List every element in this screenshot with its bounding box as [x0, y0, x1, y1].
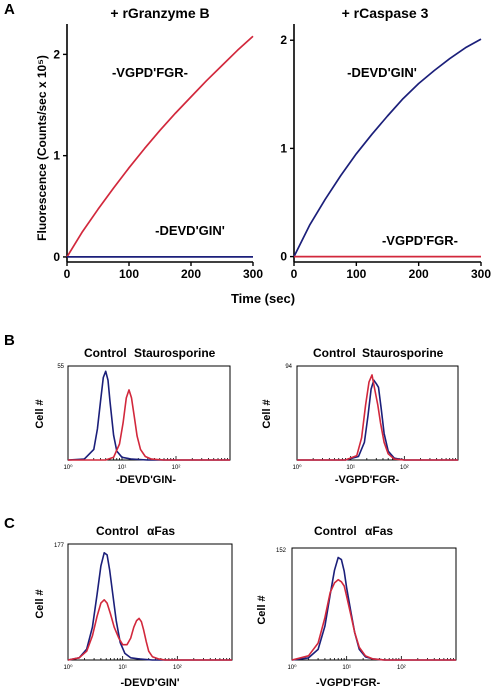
x-tick-label: 10¹ [118, 465, 127, 471]
x-tick-label: 10¹ [118, 665, 127, 671]
x-axis-label: -VGPD'FGR- [335, 474, 400, 486]
chart-granzyme: + rGranzyme B Fluorescence (Counts/sec x… [35, 5, 263, 281]
legend-treatment: αFas [147, 524, 175, 538]
y-axis-label: Cell # [261, 399, 273, 428]
x-tick-label: 10² [173, 665, 182, 671]
series-line-blue [67, 552, 232, 661]
legend-control: Control [313, 346, 356, 360]
legend-treatment: αFas [365, 524, 393, 538]
y-tick-label: 2 [280, 33, 287, 47]
panel-label-b: B [4, 332, 15, 349]
chart-title: + rGranzyme B [110, 5, 209, 21]
series-label-vgpd: -VGPD'FGR- [112, 65, 188, 80]
x-tick-label: 10² [172, 465, 181, 471]
legend-treatment: Staurosporine [134, 346, 216, 360]
y-axis-label: Fluorescence (Counts/sec x 10⁵) [35, 55, 49, 241]
x-tick-label: 10⁰ [292, 464, 302, 471]
axes-frame [296, 365, 459, 461]
x-tick-label: 10² [400, 465, 409, 471]
x-tick-label: 300 [471, 267, 491, 281]
panel-label-c: C [4, 515, 15, 532]
series-label-vgpd: -VGPD'FGR- [382, 233, 458, 248]
panel-label-a: A [4, 1, 15, 18]
y-tick-label: 0 [53, 250, 60, 264]
y-max-label: 177 [54, 543, 65, 549]
y-axis-label: Cell # [256, 595, 268, 624]
series-line-blue [67, 370, 230, 461]
axes-frame [67, 543, 233, 661]
series-label-devd: -DEVD'GIN' [155, 223, 225, 238]
chart-title: + rCaspase 3 [342, 5, 429, 21]
x-tick-label: 10⁰ [63, 464, 73, 471]
x-tick-label: 10² [397, 665, 406, 671]
series-line-blue [293, 38, 482, 257]
x-tick-label: 300 [243, 267, 263, 281]
x-tick-label: 0 [64, 267, 71, 281]
x-tick-label: 10¹ [342, 665, 351, 671]
legend-control: Control [314, 524, 357, 538]
y-max-label: 152 [276, 548, 287, 554]
x-tick-label: 10⁰ [287, 664, 297, 671]
y-tick-label: 2 [53, 47, 60, 61]
series-line-red [291, 578, 456, 661]
x-tick-label: 200 [181, 267, 201, 281]
y-axis-label: Cell # [34, 399, 46, 428]
series-label-devd: -DEVD'GIN' [347, 65, 417, 80]
chart-caspase: + rCaspase 3 0 100 200 300 0 1 2 -DEVD'GIN' -V… [231, 5, 491, 306]
histogram-b-vgpd: Control Staurosporine 94 Cell # 10⁰ 10¹ 10… [261, 346, 459, 486]
axes-frame [291, 547, 457, 661]
legend-treatment: Staurosporine [362, 346, 444, 360]
legend-control: Control [84, 346, 127, 360]
x-axis-label: Time (sec) [231, 291, 295, 306]
series-line-red [297, 374, 458, 461]
series-line-red [67, 599, 232, 661]
y-tick-label: 0 [280, 250, 287, 264]
legend-control: Control [96, 524, 139, 538]
x-tick-label: 100 [346, 267, 366, 281]
x-tick-label: 10¹ [346, 465, 355, 471]
series-line-blue [297, 379, 458, 461]
x-tick-label: 10⁰ [63, 664, 73, 671]
axes-frame [67, 365, 231, 461]
x-tick-label: 100 [119, 267, 139, 281]
y-tick-label: 1 [280, 141, 287, 155]
x-axis-label: -DEVD'GIN' [120, 677, 179, 689]
histogram-c-vgpd: Control αFas 152 Cell # 10⁰ 10¹ 10² -VGPD'… [256, 524, 457, 689]
histogram-c-devd: Control αFas 177 Cell # 10⁰ 10¹ 10² -DEVD'… [34, 524, 233, 689]
series-line-red [68, 389, 230, 461]
x-tick-label: 200 [409, 267, 429, 281]
x-axis-label: -VGPD'FGR- [316, 677, 381, 689]
y-max-label: 94 [285, 364, 292, 370]
y-tick-label: 1 [53, 149, 60, 163]
x-axis-label: -DEVD'GIN- [116, 474, 176, 486]
x-tick-label: 0 [291, 267, 298, 281]
y-axis-label: Cell # [34, 589, 46, 618]
histogram-b-devd: Control Staurosporine 55 Cell # 10⁰ 10¹ 10… [34, 346, 231, 486]
y-max-label: 55 [57, 364, 64, 370]
series-line-red [66, 35, 254, 258]
